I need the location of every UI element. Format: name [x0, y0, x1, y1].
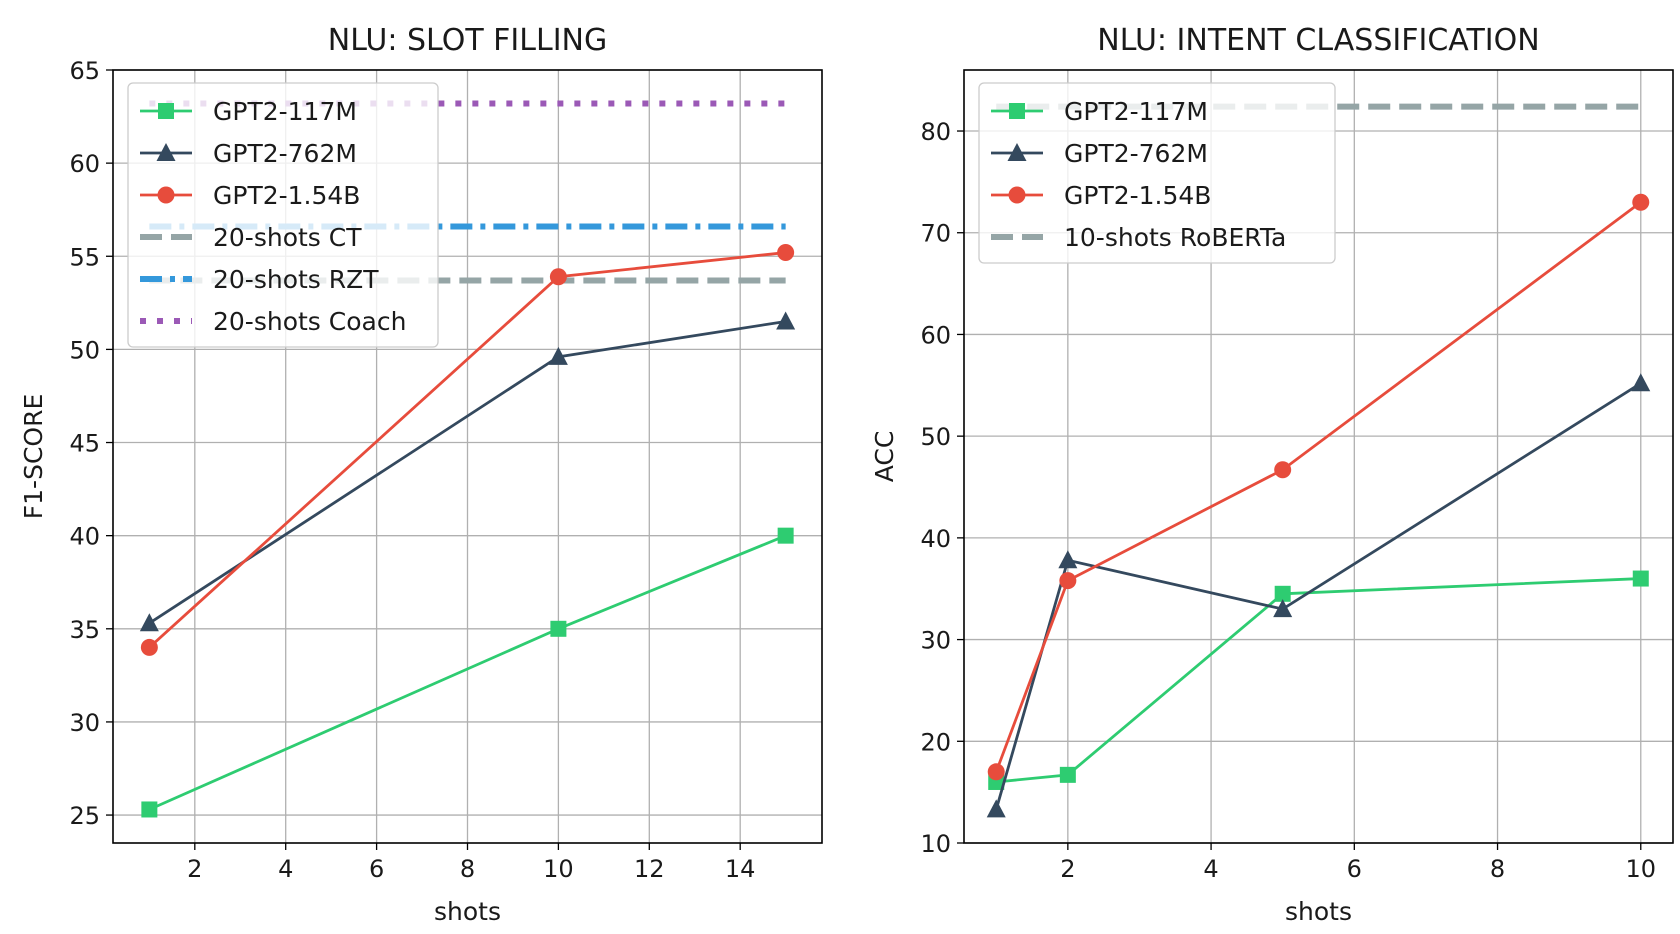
- x-tick-label: 2: [187, 855, 202, 883]
- x-axis-label: shots: [434, 897, 501, 926]
- y-tick-label: 35: [69, 616, 100, 644]
- x-tick-label: 2: [1060, 855, 1075, 883]
- y-tick-label: 25: [69, 802, 100, 830]
- x-tick-label: 4: [278, 855, 293, 883]
- x-tick-label: 8: [460, 855, 475, 883]
- data-point-gpt2-1-54b: [1059, 572, 1077, 590]
- chart-title: NLU: SLOT FILLING: [328, 23, 608, 58]
- series-line-gpt2-1-54b: [994, 201, 1642, 773]
- data-point-gpt2-762m: [1631, 373, 1651, 392]
- x-tick-label: 14: [725, 855, 756, 883]
- y-tick-label: 65: [69, 57, 100, 85]
- data-point-gpt2-117m: [1059, 766, 1076, 783]
- data-point-gpt2-117m: [1274, 585, 1291, 602]
- legend-box: [978, 82, 1336, 264]
- legend-label-gpt2-117m: GPT2-117M: [213, 97, 357, 126]
- legend-label-10-shots-roberta: 10-shots RoBERTa: [1064, 223, 1286, 252]
- data-point-gpt2-762m: [1058, 550, 1078, 569]
- slot-filling-panel: 2 4 6 8 10 12 14 25 30 35 40 45 50 55 60 65 NLU: SLOT FI…: [19, 23, 823, 926]
- data-point-gpt2-1-54b: [549, 268, 567, 286]
- legend-label-gpt2-762m: GPT2-762M: [1064, 139, 1208, 168]
- legend: GPT2-117M GPT2-762M GPT2-1.54B 10-shots RoB…: [978, 82, 1336, 264]
- legend-box: [127, 82, 439, 348]
- x-tick-label: 10: [543, 855, 574, 883]
- y-tick-label: 70: [920, 220, 951, 248]
- data-point-gpt2-1-54b: [777, 244, 795, 262]
- legend-marker-gpt2-117m: [1009, 103, 1025, 119]
- y-axis-label: F1-SCORE: [19, 394, 48, 519]
- y-tick-label: 30: [69, 709, 100, 737]
- x-tick-label: 6: [1347, 855, 1362, 883]
- axes-frame: [963, 69, 1674, 844]
- y-tick-label: 50: [69, 336, 100, 364]
- data-point-gpt2-117m: [550, 620, 567, 637]
- y-tick-label: 60: [69, 150, 100, 178]
- y-tick-label: 40: [920, 525, 951, 553]
- data-point-gpt2-1-54b: [140, 638, 158, 656]
- data-point-gpt2-762m: [548, 346, 568, 365]
- legend-label-gpt2-762m: GPT2-762M: [213, 139, 357, 168]
- x-tick-label: 4: [1203, 855, 1218, 883]
- legend-marker-gpt2-762m: [1007, 143, 1027, 161]
- legend-marker-gpt2-117m: [158, 103, 174, 119]
- y-tick-label: 60: [920, 321, 951, 349]
- series-line-gpt2-762m: [994, 382, 1642, 810]
- legend: GPT2-117M GPT2-762M GPT2-1.54B 20-shots CT 2…: [127, 82, 439, 348]
- y-tick-label: 55: [69, 243, 100, 271]
- x-tick-label: 10: [1625, 855, 1656, 883]
- y-tick-label: 40: [69, 523, 100, 551]
- x-axis-label: shots: [1285, 897, 1352, 926]
- chart-title: NLU: INTENT CLASSIFICATION: [1097, 23, 1539, 58]
- legend-label-20-shots-ct: 20-shots CT: [213, 223, 362, 252]
- legend-label-gpt2-1-54b: GPT2-1.54B: [213, 181, 360, 210]
- data-point-gpt2-1-54b: [1632, 193, 1650, 211]
- legend-label-20-shots-rzt: 20-shots RZT: [213, 265, 379, 294]
- y-tick-label: 80: [920, 118, 951, 146]
- data-point-gpt2-762m: [1273, 599, 1293, 618]
- y-tick-label: 10: [920, 830, 951, 858]
- legend-label-gpt2-1-54b: GPT2-1.54B: [1064, 181, 1211, 210]
- y-tick-label: 30: [920, 627, 951, 655]
- data-point-gpt2-117m: [141, 801, 158, 818]
- data-point-gpt2-1-54b: [1274, 461, 1292, 479]
- data-point-gpt2-1-54b: [987, 763, 1005, 781]
- legend-label-gpt2-117m: GPT2-117M: [1064, 97, 1208, 126]
- legend-marker-gpt2-762m: [156, 143, 176, 161]
- x-tick-label: 8: [1490, 855, 1505, 883]
- data-point-gpt2-117m: [777, 527, 794, 544]
- data-point-gpt2-117m: [1632, 570, 1649, 587]
- x-tick-label: 6: [369, 855, 384, 883]
- y-tick-label: 50: [920, 423, 951, 451]
- data-point-gpt2-762m: [139, 613, 159, 632]
- x-tick-label: 12: [634, 855, 665, 883]
- y-axis-label: ACC: [870, 431, 899, 483]
- intent-classification-panel: 2 4 6 8 10 10 20 30 40 50 60 70 80 NLU: INTENT CLASSI…: [870, 23, 1674, 926]
- legend-marker-gpt2-1-54b: [157, 186, 175, 204]
- axes-frame: [112, 69, 823, 844]
- data-point-gpt2-762m: [776, 311, 796, 330]
- series-line-gpt2-117m: [996, 577, 1641, 784]
- legend-label-20-shots-coach: 20-shots Coach: [213, 307, 406, 336]
- legend-marker-gpt2-1-54b: [1008, 186, 1026, 204]
- y-tick-label: 45: [69, 430, 100, 458]
- data-point-gpt2-762m: [986, 799, 1006, 818]
- y-tick-label: 20: [920, 728, 951, 756]
